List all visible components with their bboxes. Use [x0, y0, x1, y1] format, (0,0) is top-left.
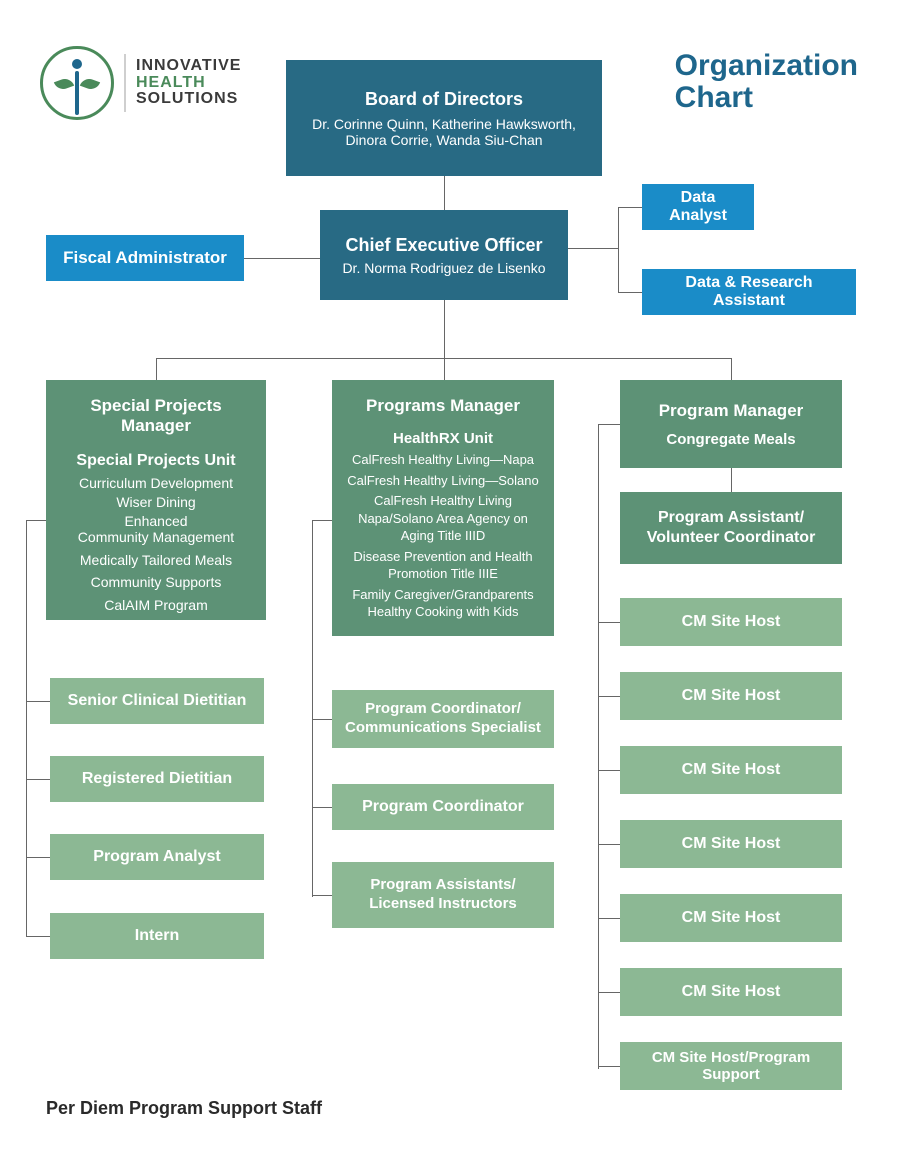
- board-title: Board of Directors: [365, 89, 523, 110]
- ceo-box: Chief Executive Officer Dr. Norma Rodrig…: [320, 210, 568, 300]
- col3-host-6: CM Site Host/Program Support: [620, 1042, 842, 1090]
- col3-host-4: CM Site Host: [620, 894, 842, 942]
- col3-manager-box: Program Manager Congregate Meals: [620, 380, 842, 468]
- logo-text: INNOVATIVE HEALTH SOLUTIONS: [136, 58, 241, 108]
- data-analyst-box: Data Analyst: [642, 184, 754, 230]
- col3-host-0: CM Site Host: [620, 598, 842, 646]
- col3-assistant-box: Program Assistant/ Volunteer Coordinator: [620, 492, 842, 564]
- col1-child-3: Intern: [50, 913, 264, 959]
- col2-child-1: Program Coordinator: [332, 784, 554, 830]
- fiscal-admin-box: Fiscal Administrator: [46, 235, 244, 281]
- board-box: Board of Directors Dr. Corinne Quinn, Ka…: [286, 60, 602, 176]
- footer-text: Per Diem Program Support Staff: [46, 1098, 322, 1119]
- col1-manager-box: Special Projects Manager Special Project…: [46, 380, 266, 620]
- col3-host-5: CM Site Host: [620, 968, 842, 1016]
- col1-child-0: Senior Clinical Dietitian: [50, 678, 264, 724]
- data-research-box: Data & Research Assistant: [642, 269, 856, 315]
- ceo-title: Chief Executive Officer: [345, 235, 542, 256]
- col3-host-3: CM Site Host: [620, 820, 842, 868]
- board-members: Dr. Corinne Quinn, Katherine Hawksworth,…: [296, 116, 592, 148]
- col3-host-1: CM Site Host: [620, 672, 842, 720]
- col2-child-2: Program Assistants/ Licensed Instructors: [332, 862, 554, 928]
- col2-manager-box: Programs Manager HealthRX Unit CalFresh …: [332, 380, 554, 636]
- page-title: Organization Chart: [675, 50, 858, 113]
- ceo-name: Dr. Norma Rodriguez de Lisenko: [342, 260, 545, 276]
- logo-icon: [40, 46, 114, 120]
- col1-child-1: Registered Dietitian: [50, 756, 264, 802]
- col3-host-2: CM Site Host: [620, 746, 842, 794]
- col2-child-0: Program Coordinator/ Communications Spec…: [332, 690, 554, 748]
- col1-child-2: Program Analyst: [50, 834, 264, 880]
- logo: INNOVATIVE HEALTH SOLUTIONS: [40, 46, 241, 120]
